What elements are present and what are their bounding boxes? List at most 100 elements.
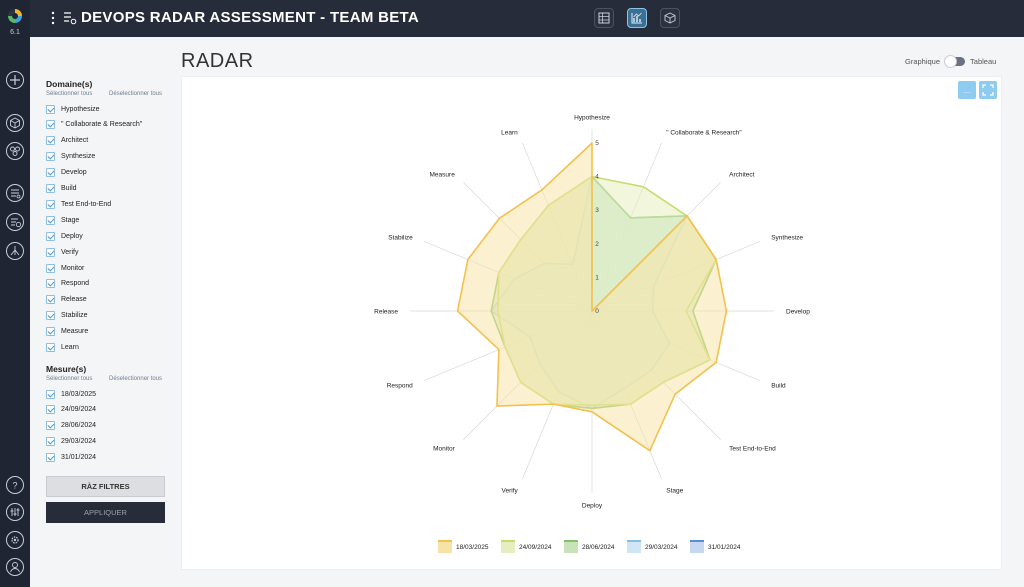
legend-label[interactable]: 29/03/2024 bbox=[645, 544, 678, 551]
radar-axis-label: Verify bbox=[501, 488, 518, 495]
chart-menu-label: ... bbox=[964, 86, 971, 95]
domain-row[interactable]: Verify bbox=[46, 246, 79, 258]
checklist-clock-icon[interactable] bbox=[5, 212, 25, 232]
legend-swatch[interactable] bbox=[690, 541, 704, 553]
domain-row[interactable]: Develop bbox=[46, 167, 87, 179]
chart-view-button[interactable] bbox=[627, 8, 647, 28]
domain-row[interactable]: Architect bbox=[46, 135, 88, 147]
domain-checkbox[interactable] bbox=[46, 311, 55, 321]
domain-checkbox[interactable] bbox=[46, 120, 55, 130]
apply-button[interactable]: APPLIQUER bbox=[46, 502, 165, 523]
domain-row[interactable]: Respond bbox=[46, 278, 89, 290]
domain-row[interactable]: Build bbox=[46, 183, 77, 195]
domain-checkbox[interactable] bbox=[46, 152, 55, 162]
add-icon[interactable] bbox=[5, 70, 25, 90]
domains-select-all-link[interactable]: Sélectionner tous bbox=[46, 91, 93, 97]
domain-checkbox[interactable] bbox=[46, 215, 55, 225]
measure-checkbox[interactable] bbox=[46, 389, 55, 399]
measures-select-all-link[interactable]: Sélectionner tous bbox=[46, 376, 93, 382]
domain-label: Synthesize bbox=[61, 153, 96, 161]
measure-row[interactable]: 31/01/2024 bbox=[46, 452, 96, 464]
domain-row[interactable]: Monitor bbox=[46, 262, 84, 274]
tools-icon[interactable] bbox=[5, 502, 25, 522]
domain-label: Deploy bbox=[61, 232, 83, 240]
settings-icon[interactable] bbox=[5, 530, 25, 550]
user-icon[interactable] bbox=[5, 557, 25, 577]
cube-icon[interactable] bbox=[5, 113, 25, 133]
domain-checkbox[interactable] bbox=[46, 279, 55, 289]
legend-label[interactable]: 28/06/2024 bbox=[582, 544, 615, 551]
toggle-switch[interactable] bbox=[944, 54, 966, 68]
legend-label[interactable]: 31/01/2024 bbox=[708, 544, 741, 551]
logo-icon[interactable] bbox=[7, 8, 23, 24]
radar-tick-label: 4 bbox=[595, 174, 599, 181]
fullscreen-button[interactable] bbox=[979, 81, 997, 99]
domain-checkbox[interactable] bbox=[46, 343, 55, 352]
measure-label: 24/09/2024 bbox=[61, 406, 97, 414]
domain-checkbox[interactable] bbox=[46, 168, 55, 178]
domain-checkbox[interactable] bbox=[46, 136, 55, 146]
group-icon[interactable] bbox=[5, 141, 25, 161]
chart-menu-button[interactable]: ... bbox=[958, 81, 976, 99]
domain-checkbox[interactable] bbox=[46, 327, 55, 337]
radar-axis-label: Stabilize bbox=[388, 234, 413, 241]
legend-label[interactable]: 24/09/2024 bbox=[519, 544, 552, 551]
domain-checkbox[interactable] bbox=[46, 247, 55, 257]
domain-row[interactable]: Learn bbox=[46, 342, 79, 354]
measure-row[interactable]: 18/03/2025 bbox=[46, 388, 96, 400]
svg-text:?: ? bbox=[12, 481, 17, 491]
domain-checkbox[interactable] bbox=[46, 231, 55, 241]
domain-checkbox[interactable] bbox=[46, 199, 55, 209]
domain-row[interactable]: Measure bbox=[46, 326, 88, 338]
table-view-icon bbox=[598, 12, 610, 24]
domain-row[interactable]: Stage bbox=[46, 214, 79, 226]
legend-label[interactable]: 18/03/2025 bbox=[456, 544, 489, 551]
measures-deselect-all-link[interactable]: Déselectionner tous bbox=[109, 376, 163, 382]
toggle-label-table: Tableau bbox=[970, 56, 997, 66]
domain-row[interactable]: Deploy bbox=[46, 230, 83, 242]
legend-swatch[interactable] bbox=[438, 541, 452, 553]
domain-label: Build bbox=[61, 185, 77, 192]
domain-checkbox[interactable] bbox=[46, 295, 55, 305]
radar-axis-label: Release bbox=[374, 309, 398, 316]
radar-axis-label: Test End-to-End bbox=[729, 446, 776, 453]
chart-view-icon bbox=[631, 12, 642, 24]
measure-checkbox[interactable] bbox=[46, 421, 55, 431]
domain-label: Hypothesize bbox=[61, 105, 100, 113]
domain-checkbox[interactable] bbox=[46, 104, 55, 114]
measure-row[interactable]: 24/09/2024 bbox=[46, 404, 96, 416]
measure-row[interactable]: 29/03/2024 bbox=[46, 436, 96, 448]
domains-deselect-all-link[interactable]: Déselectionner tous bbox=[109, 91, 163, 97]
domain-row[interactable]: Release bbox=[46, 294, 87, 306]
radar-axis-label: Learn bbox=[501, 129, 518, 136]
domain-checkbox[interactable] bbox=[46, 263, 55, 273]
domain-row[interactable]: Stabilize bbox=[46, 310, 87, 322]
domain-label: " Collaborate & Research" bbox=[61, 121, 143, 129]
domain-row[interactable]: Synthesize bbox=[46, 151, 95, 163]
domain-row[interactable]: " Collaborate & Research" bbox=[46, 119, 142, 131]
domain-row[interactable]: Hypothesize bbox=[46, 103, 100, 115]
checklist-icon[interactable] bbox=[5, 183, 25, 203]
filters-panel: Domaine(s) Sélectionner tous Déselection… bbox=[30, 37, 176, 587]
domain-label: Respond bbox=[61, 280, 90, 288]
radar-axis-label: Build bbox=[771, 383, 786, 390]
legend-swatch[interactable] bbox=[627, 541, 641, 553]
help-icon[interactable]: ? bbox=[5, 475, 25, 495]
measure-checkbox[interactable] bbox=[46, 453, 55, 463]
measure-checkbox[interactable] bbox=[46, 437, 55, 447]
hierarchy-icon[interactable] bbox=[5, 241, 25, 261]
legend-swatch[interactable] bbox=[501, 541, 515, 553]
domain-label: Stage bbox=[61, 216, 80, 224]
legend-swatch[interactable] bbox=[564, 541, 578, 553]
measure-row[interactable]: 28/06/2024 bbox=[46, 420, 96, 432]
measure-checkbox[interactable] bbox=[46, 405, 55, 415]
fullscreen-icon bbox=[982, 84, 994, 96]
domain-checkbox[interactable] bbox=[46, 184, 55, 193]
view-toggle: Graphique Tableau bbox=[905, 54, 997, 68]
reset-filters-button[interactable]: RÀZ FILTRES bbox=[46, 476, 165, 497]
table-view-button[interactable] bbox=[594, 8, 614, 28]
radar-axis-label: Stage bbox=[666, 488, 683, 495]
domain-row[interactable]: Test End-to-End bbox=[46, 198, 111, 210]
cube-view-button[interactable] bbox=[660, 8, 680, 28]
more-vertical-icon[interactable] bbox=[49, 10, 57, 26]
